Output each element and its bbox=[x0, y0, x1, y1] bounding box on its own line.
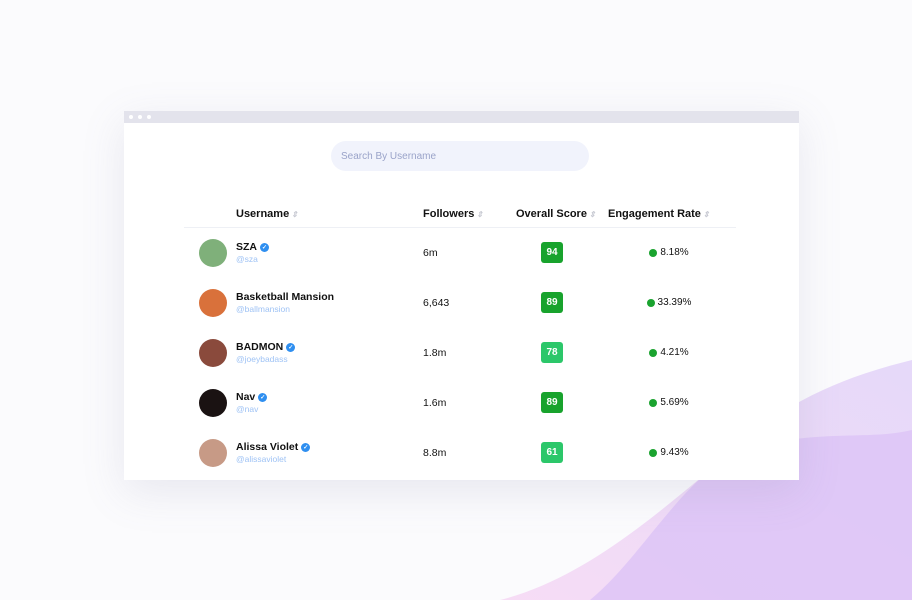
user-handle: @ballmansion bbox=[236, 304, 290, 314]
avatar bbox=[199, 239, 227, 267]
search-input[interactable]: Search By Username bbox=[331, 141, 589, 171]
status-dot-icon bbox=[649, 398, 658, 407]
decorative-blob bbox=[500, 360, 912, 600]
avatar bbox=[199, 439, 227, 467]
username[interactable]: Alissa Violet ✓ bbox=[236, 441, 311, 453]
verified-icon: ✓ bbox=[258, 392, 268, 402]
engagement-rate: 5.69% bbox=[624, 397, 714, 408]
followers-count: 1.6m bbox=[423, 397, 447, 409]
table-row[interactable]: Nav ✓ @nav 1.6m 89 5.69% bbox=[184, 378, 736, 428]
followers-count: 6m bbox=[423, 247, 438, 259]
engagement-rate: 8.18% bbox=[624, 247, 714, 258]
column-followers[interactable]: Followers ⇕ bbox=[423, 208, 484, 220]
engagement-rate: 33.39% bbox=[624, 297, 714, 308]
verified-icon: ✓ bbox=[260, 242, 269, 252]
avatar bbox=[199, 389, 227, 417]
status-dot-icon bbox=[649, 348, 658, 357]
table-row[interactable]: Alissa Violet ✓ @alissaviolet 8.8m 61 9.4… bbox=[184, 428, 736, 478]
score-badge: 94 bbox=[541, 242, 563, 263]
user-handle: @nav bbox=[236, 404, 259, 414]
table-row[interactable]: Basketball Mansion @ballmansion 6,643 89… bbox=[184, 278, 736, 328]
username[interactable]: SZA ✓ bbox=[236, 241, 269, 253]
score-badge: 89 bbox=[541, 292, 563, 313]
avatar bbox=[199, 289, 227, 317]
score-badge: 89 bbox=[541, 392, 563, 413]
sort-icon: ⇕ bbox=[702, 210, 710, 219]
engagement-rate: 9.43% bbox=[624, 447, 714, 458]
status-dot-icon bbox=[646, 298, 655, 307]
engagement-rate: 4.21% bbox=[624, 347, 714, 358]
table-row[interactable]: SZA ✓ @sza 6m 94 8.18% bbox=[184, 228, 736, 278]
username[interactable]: BADMON ✓ bbox=[236, 341, 296, 353]
column-overall-score[interactable]: Overall Score ⇕ bbox=[516, 208, 596, 220]
sort-icon: ⇕ bbox=[291, 210, 298, 219]
user-handle: @joeybadass bbox=[236, 354, 288, 364]
window-titlebar bbox=[124, 111, 799, 123]
score-badge: 78 bbox=[541, 342, 563, 363]
table-row[interactable]: BADMON ✓ @joeybadass 1.8m 78 4.21% bbox=[184, 328, 736, 378]
sort-icon: ⇕ bbox=[588, 210, 596, 219]
column-username[interactable]: Username ⇕ bbox=[236, 208, 298, 220]
column-engagement-rate[interactable]: Engagement Rate ⇕ bbox=[608, 208, 710, 220]
user-handle: @alissaviolet bbox=[236, 454, 287, 464]
status-dot-icon bbox=[649, 248, 658, 257]
verified-icon: ✓ bbox=[286, 342, 296, 352]
username[interactable]: Basketball Mansion bbox=[236, 291, 335, 303]
followers-count: 1.8m bbox=[423, 347, 447, 359]
username[interactable]: Nav ✓ bbox=[236, 391, 268, 403]
sort-icon: ⇕ bbox=[476, 210, 484, 219]
verified-icon: ✓ bbox=[301, 442, 311, 452]
followers-count: 8.8m bbox=[423, 447, 447, 459]
browser-window: Search By Username Username ⇕ Followers ⇕ … bbox=[124, 111, 799, 480]
user-handle: @sza bbox=[236, 254, 258, 264]
status-dot-icon bbox=[649, 448, 658, 457]
score-badge: 61 bbox=[541, 442, 563, 463]
table-header: Username ⇕ Followers ⇕ Overall Score ⇕ Enga… bbox=[184, 205, 736, 228]
avatar bbox=[199, 339, 227, 367]
followers-count: 6,643 bbox=[423, 297, 450, 309]
